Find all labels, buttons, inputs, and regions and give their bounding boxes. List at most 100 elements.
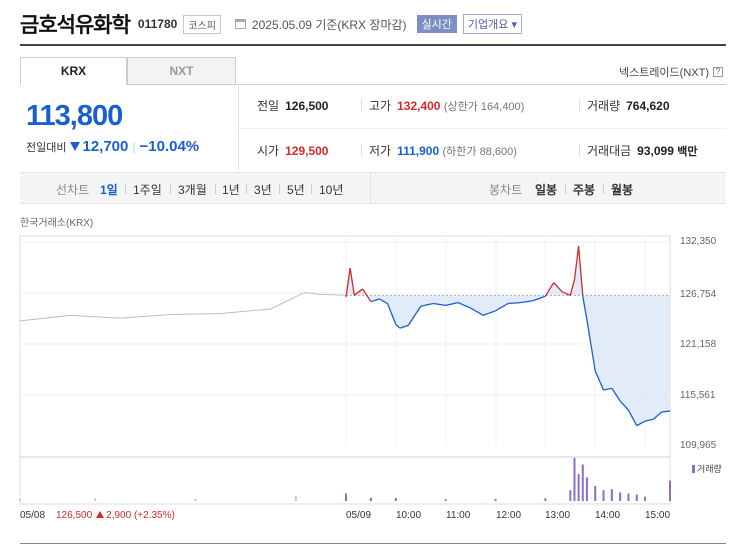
stat-label: 시가: [257, 144, 280, 158]
nxt-link[interactable]: 넥스트레이드(NXT) ?: [619, 64, 723, 80]
period-1d[interactable]: 1일: [100, 183, 118, 197]
volume-legend: 거래량: [692, 462, 722, 475]
period-3m[interactable]: 3개월: [178, 183, 207, 197]
price-line-segment: [433, 302, 446, 306]
calendar-icon: [234, 19, 246, 29]
stat-low: 저가 111,900 (하한가 88,600): [369, 142, 517, 159]
candle-weekly[interactable]: 주봉: [573, 183, 596, 197]
candle-daily[interactable]: 일봉: [535, 183, 558, 197]
price-line-segment: [561, 291, 571, 296]
price-line-segment: [345, 267, 351, 298]
stat-volume: 거래량 764,620: [587, 97, 670, 114]
company-overview-button[interactable]: 기업개요 ▾: [462, 14, 522, 34]
volume-bar: [619, 492, 622, 501]
change-area: [346, 246, 670, 426]
candle-monthly[interactable]: 월봉: [611, 183, 634, 197]
price-line-segment: [495, 302, 509, 312]
price-line-segment: [573, 246, 580, 280]
change-label: 전일대비: [26, 141, 67, 154]
y-tick-label: 126,754: [680, 289, 717, 300]
price-line-segment: [619, 400, 629, 411]
price-line-segment: [636, 420, 646, 427]
stat-value: 132,400: [397, 99, 441, 113]
volume-bar: [581, 464, 584, 501]
y-tick-label: 115,561: [680, 390, 716, 401]
base-date: 2025.05.09 기준(KRX 장마감): [251, 17, 407, 32]
stat-value: 111,900: [397, 144, 440, 158]
price-line-segment: [603, 387, 612, 391]
period-3y[interactable]: 3년: [254, 183, 272, 197]
prev-day-change: 2,900: [106, 510, 132, 521]
volume-swatch: [692, 464, 695, 473]
price-line-segment: [353, 288, 364, 296]
price-line-segment: [386, 303, 397, 325]
price-line-segment: [586, 319, 596, 372]
price-line-segment: [470, 307, 484, 316]
volume-bar: [345, 497, 347, 501]
period-5y[interactable]: 5년: [287, 183, 305, 197]
change-value: 12,700: [82, 138, 129, 155]
volume-bar: [345, 493, 347, 501]
x-tick-label: 11:00: [446, 510, 471, 521]
prev-day-info: 126,500 2,900 (+2.35%): [56, 510, 175, 521]
tab-krx[interactable]: KRX: [20, 57, 127, 85]
stat-value: 764,620: [626, 99, 670, 113]
volume-bar: [627, 493, 630, 501]
price-line-segment: [457, 302, 471, 309]
candle-chart-area: 봉차트 일봉 주봉 월봉: [370, 173, 726, 203]
stat-label: 거래대금: [587, 144, 632, 158]
volume-bar: [602, 490, 605, 501]
price-change: 전일대비 12,700 | −10.04%: [26, 138, 199, 155]
x-tick-label: 15:00: [645, 510, 671, 521]
upper-limit: (상한가 164,400): [443, 101, 525, 113]
volume-bar: [544, 498, 547, 501]
help-icon[interactable]: ?: [713, 67, 723, 77]
volume-bar: [610, 489, 613, 501]
price-line-segment: [544, 282, 555, 297]
period-10y[interactable]: 10년: [319, 183, 344, 197]
stat-label: 저가: [369, 144, 392, 158]
price-line-segment: [652, 411, 663, 420]
stock-name[interactable]: 금호석유화학: [20, 14, 131, 37]
volume-bar: [585, 477, 588, 501]
x-tick-label: 05/08: [20, 510, 46, 521]
stat-label: 고가: [369, 99, 392, 113]
price-line-segment: [482, 310, 496, 316]
price-line-segment: [627, 409, 638, 426]
stat-unit: 백만: [677, 146, 698, 158]
divider: [125, 184, 126, 194]
price-line-segment: [577, 246, 584, 297]
stat-value: 129,500: [285, 144, 329, 158]
y-tick-label: 109,965: [680, 440, 717, 451]
period-1y[interactable]: 1년: [222, 183, 240, 197]
price-line-segment: [370, 298, 380, 303]
period-1w[interactable]: 1주일: [133, 183, 162, 197]
price-line-segment: [644, 418, 654, 422]
volume-bar: [94, 498, 97, 501]
volume-bar: [635, 494, 638, 501]
volume-bar: [19, 498, 21, 501]
prev-day-pct: (+2.35%): [133, 510, 175, 521]
tab-nxt[interactable]: NXT: [127, 57, 236, 85]
divider: [279, 184, 280, 194]
volume-bar: [394, 497, 397, 501]
volume-bar: [494, 498, 497, 501]
stat-open: 시가 129,500: [257, 142, 328, 159]
realtime-badge[interactable]: 실시간: [416, 15, 457, 33]
price-line-segment: [532, 295, 546, 302]
bottom-divider: [20, 543, 726, 544]
price-line-segment: [582, 296, 588, 321]
divider: [311, 184, 312, 194]
y-tick-label: 121,158: [680, 339, 717, 350]
price-line-segment: [378, 298, 388, 305]
chevron-down-icon: ▾: [511, 19, 517, 31]
price-line-segment: [520, 300, 534, 304]
stat-value: 126,500: [285, 99, 329, 113]
stats-divider: [239, 128, 727, 129]
price-line-segment: [407, 305, 422, 326]
change-percent: −10.04%: [139, 138, 200, 155]
stat-value: 93,099: [637, 144, 674, 158]
y-tick-label: 132,350: [680, 236, 717, 247]
chart-period-bar: 선차트 1일 1주일 3개월 1년 3년 5년 10년 봉차트 일봉 주봉 월봉: [20, 172, 726, 204]
volume-bar: [569, 490, 572, 501]
